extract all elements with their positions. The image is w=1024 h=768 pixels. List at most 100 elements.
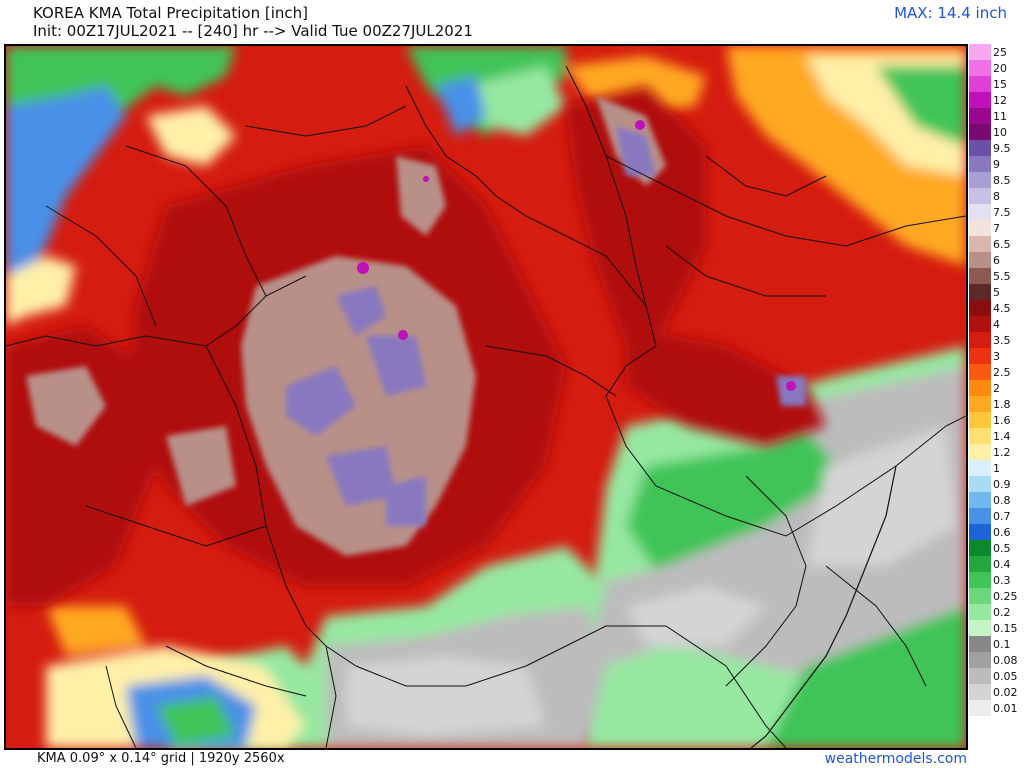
precipitation-map-canvas <box>6 46 966 748</box>
legend-label: 3 <box>993 349 1000 363</box>
legend-label: 0.15 <box>993 621 1018 635</box>
legend-swatch <box>969 44 991 60</box>
legend-label: 0.3 <box>993 573 1011 587</box>
legend-label: 0.8 <box>993 493 1011 507</box>
legend-label: 1.6 <box>993 413 1011 427</box>
legend-label: 0.6 <box>993 525 1011 539</box>
southeast-dry-zone <box>566 346 966 748</box>
legend-label: 10 <box>993 125 1007 139</box>
legend-swatch <box>969 508 991 524</box>
init-valid-time: Init: 00Z17JUL2021 -- [240] hr --> Valid… <box>33 22 473 40</box>
legend-swatch <box>969 668 991 684</box>
legend-label: 4.5 <box>993 301 1011 315</box>
legend-label: 9 <box>993 157 1000 171</box>
legend-label: 25 <box>993 45 1007 59</box>
legend-swatch <box>969 156 991 172</box>
legend-swatch <box>969 428 991 444</box>
legend-swatch <box>969 364 991 380</box>
legend-swatch <box>969 316 991 332</box>
country-borders <box>6 65 966 748</box>
legend-swatch <box>969 236 991 252</box>
legend-label: 0.02 <box>993 685 1018 699</box>
legend-label: 5 <box>993 285 1000 299</box>
legend-swatch <box>969 412 991 428</box>
legend-swatch <box>969 92 991 108</box>
legend-label: 8.5 <box>993 173 1011 187</box>
legend-label: 6.5 <box>993 237 1011 251</box>
legend-swatch <box>969 684 991 700</box>
legend-label: 3.5 <box>993 333 1011 347</box>
legend-swatch <box>969 476 991 492</box>
legend-swatch <box>969 700 991 716</box>
legend-label: 0.7 <box>993 509 1011 523</box>
legend-swatch <box>969 348 991 364</box>
west-light-precip-zone <box>6 46 236 326</box>
legend-label: 5.5 <box>993 269 1011 283</box>
legend-label: 20 <box>993 61 1007 75</box>
legend-label: 2 <box>993 381 1000 395</box>
legend-swatch <box>969 636 991 652</box>
legend-label: 6 <box>993 253 1000 267</box>
grid-info-label: KMA 0.09° x 0.14° grid | 1920y 2560x <box>37 751 285 766</box>
legend-swatch <box>969 300 991 316</box>
legend-label: 0.2 <box>993 605 1011 619</box>
legend-label: 9.5 <box>993 141 1011 155</box>
legend-swatch <box>969 556 991 572</box>
legend-swatch <box>969 124 991 140</box>
legend-label: 0.5 <box>993 541 1011 555</box>
legend-label: 7.5 <box>993 205 1011 219</box>
legend-swatch <box>969 76 991 92</box>
legend-label: 7 <box>993 221 1000 235</box>
legend-swatch <box>969 108 991 124</box>
southwest-light-precip-zone <box>46 606 306 748</box>
legend-swatch <box>969 604 991 620</box>
legend-swatch <box>969 380 991 396</box>
legend-swatch <box>969 188 991 204</box>
legend-label: 1 <box>993 461 1000 475</box>
site-link[interactable]: weathermodels.com <box>824 751 967 767</box>
legend-swatch <box>969 444 991 460</box>
legend-label: 15 <box>993 77 1007 91</box>
legend-label: 2.5 <box>993 365 1011 379</box>
legend-swatch <box>969 60 991 76</box>
legend-label: 4 <box>993 317 1000 331</box>
color-scale-labels: 25 20 15 12 11 10 9.5 9 8.5 8 7.5 7 6.5 6 5.5 5 4.5 4 3.5 3… <box>993 44 1023 716</box>
legend-swatch <box>969 204 991 220</box>
legend-label: 0.9 <box>993 477 1011 491</box>
legend-swatch <box>969 652 991 668</box>
legend-label: 1.8 <box>993 397 1011 411</box>
legend-swatch <box>969 620 991 636</box>
legend-swatch <box>969 140 991 156</box>
legend-swatch <box>969 252 991 268</box>
legend-label: 0.01 <box>993 701 1018 715</box>
legend-swatch <box>969 396 991 412</box>
legend-swatch <box>969 332 991 348</box>
max-value-label: MAX: 14.4 inch <box>894 4 1007 22</box>
legend-swatch <box>969 588 991 604</box>
legend-label: 1.2 <box>993 445 1011 459</box>
legend-label: 8 <box>993 189 1000 203</box>
legend-label: 12 <box>993 93 1007 107</box>
legend-swatch <box>969 220 991 236</box>
legend-swatch <box>969 524 991 540</box>
legend-swatch <box>969 540 991 556</box>
precipitation-map <box>4 44 968 750</box>
legend-swatch <box>969 284 991 300</box>
color-scale-legend <box>969 44 991 716</box>
northeast-light-precip-zone <box>726 46 966 266</box>
max-precip-spots <box>357 120 796 391</box>
peak-precip-patches <box>286 126 806 526</box>
legend-label: 0.4 <box>993 557 1011 571</box>
legend-label: 1.4 <box>993 429 1011 443</box>
legend-swatch <box>969 460 991 476</box>
legend-swatch <box>969 268 991 284</box>
coastline <box>750 465 897 748</box>
legend-label: 0.08 <box>993 653 1018 667</box>
legend-label: 11 <box>993 109 1007 123</box>
legend-swatch <box>969 492 991 508</box>
legend-swatch <box>969 172 991 188</box>
legend-label: 0.1 <box>993 637 1011 651</box>
legend-label: 0.25 <box>993 589 1018 603</box>
map-title: KOREA KMA Total Precipitation [inch] <box>33 4 309 22</box>
legend-label: 0.05 <box>993 669 1018 683</box>
